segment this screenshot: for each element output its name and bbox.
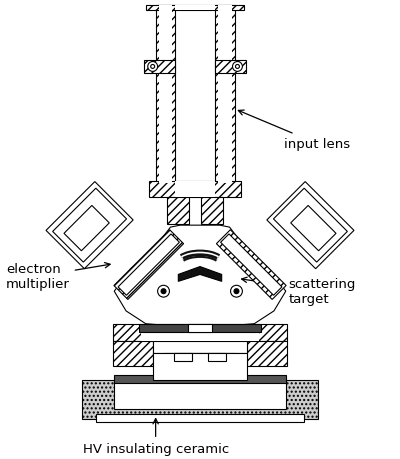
Bar: [168, 197, 189, 224]
Circle shape: [148, 62, 158, 72]
Bar: [201, 197, 223, 224]
Bar: [156, 6, 175, 183]
Bar: [114, 380, 286, 409]
Bar: [153, 342, 247, 353]
Text: scattering
target: scattering target: [242, 278, 356, 306]
Bar: [175, 6, 215, 11]
Bar: [82, 380, 318, 420]
Bar: [215, 61, 246, 74]
Circle shape: [230, 285, 242, 297]
Bar: [114, 375, 286, 383]
Polygon shape: [220, 235, 282, 296]
Polygon shape: [178, 267, 222, 282]
Text: input lens: input lens: [238, 111, 350, 151]
Bar: [188, 324, 212, 332]
Text: HV insulating ceramic: HV insulating ceramic: [82, 419, 229, 455]
Bar: [146, 6, 244, 11]
Circle shape: [151, 65, 155, 69]
Bar: [144, 61, 175, 74]
Polygon shape: [121, 237, 176, 292]
Circle shape: [161, 289, 166, 294]
Polygon shape: [224, 237, 279, 292]
Bar: [174, 353, 192, 361]
Bar: [164, 353, 236, 365]
Polygon shape: [53, 189, 126, 263]
Polygon shape: [46, 182, 133, 269]
Circle shape: [236, 65, 240, 69]
Polygon shape: [274, 189, 347, 263]
Polygon shape: [216, 230, 286, 300]
Circle shape: [232, 62, 242, 72]
Text: electron
multiplier: electron multiplier: [6, 263, 110, 291]
Polygon shape: [64, 206, 109, 251]
Bar: [113, 342, 153, 366]
Circle shape: [234, 289, 239, 294]
Bar: [96, 414, 304, 422]
Bar: [218, 6, 232, 183]
Polygon shape: [114, 230, 184, 300]
Bar: [247, 342, 287, 366]
Bar: [153, 353, 247, 380]
Bar: [172, 365, 228, 375]
Polygon shape: [291, 206, 336, 251]
Bar: [208, 353, 226, 361]
Bar: [139, 324, 261, 332]
Bar: [215, 6, 234, 183]
Polygon shape: [267, 182, 354, 269]
Polygon shape: [118, 235, 180, 296]
Bar: [158, 6, 172, 183]
Polygon shape: [114, 226, 286, 326]
Bar: [113, 324, 287, 342]
Circle shape: [158, 285, 170, 297]
Bar: [149, 181, 242, 197]
Bar: [141, 324, 259, 342]
Bar: [175, 181, 215, 197]
